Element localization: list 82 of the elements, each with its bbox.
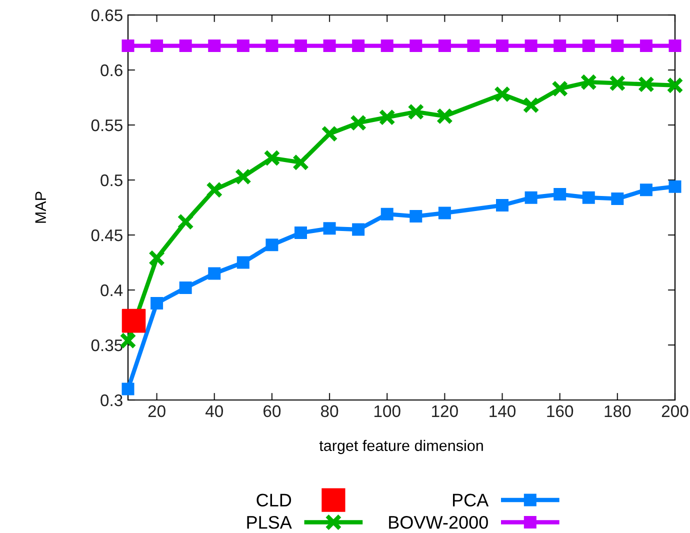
point	[496, 40, 509, 52]
x-tick-label: 40	[205, 405, 223, 418]
point	[408, 103, 424, 120]
point	[580, 74, 597, 90]
point	[522, 96, 540, 114]
point	[294, 226, 307, 240]
point	[236, 40, 250, 52]
y-tick-label: 0.35	[91, 339, 122, 352]
point	[611, 40, 624, 52]
point	[150, 40, 164, 52]
legend-label: BOVW-2000	[389, 516, 488, 529]
y-tick-label: 0.3	[100, 394, 122, 406]
point	[582, 40, 595, 52]
legend-label: CLD	[256, 494, 292, 507]
point	[206, 182, 223, 198]
point	[294, 40, 307, 52]
y-tick-label: 0.45	[91, 229, 122, 242]
point	[292, 154, 310, 171]
x-tick-label: 80	[320, 405, 338, 418]
point	[264, 150, 280, 166]
x-tick-label: 180	[604, 405, 631, 418]
point	[668, 180, 682, 193]
point	[266, 238, 278, 252]
point	[436, 108, 454, 125]
y-tick-label: 0.4	[100, 284, 123, 296]
point	[609, 74, 626, 92]
point	[352, 40, 365, 52]
point	[554, 188, 566, 201]
point	[122, 308, 146, 333]
point	[122, 40, 134, 52]
point	[666, 77, 684, 94]
y-tick-label: 0.6	[100, 64, 122, 76]
y-tick-label: 0.5	[100, 174, 122, 186]
point	[266, 40, 278, 52]
point	[380, 208, 394, 220]
x-tick-label: 140	[490, 405, 516, 418]
point	[236, 256, 250, 269]
point	[122, 382, 134, 396]
y-tick-label: 0.65	[91, 9, 122, 22]
point	[582, 191, 595, 204]
point	[179, 282, 192, 294]
point	[494, 86, 511, 103]
x-tick-label: 100	[374, 405, 400, 418]
point	[638, 76, 655, 93]
point	[208, 40, 221, 52]
point	[150, 296, 164, 310]
point	[378, 108, 396, 126]
point	[179, 40, 192, 52]
point	[410, 40, 422, 52]
x-tick-label: 60	[264, 405, 281, 418]
point	[380, 40, 394, 52]
point	[438, 206, 451, 220]
point	[323, 40, 336, 52]
point	[524, 40, 538, 52]
point	[640, 40, 652, 52]
point	[323, 222, 336, 235]
x-tick-label: 120	[432, 405, 458, 418]
point	[208, 267, 221, 280]
point	[554, 40, 566, 52]
point	[177, 213, 194, 230]
point	[438, 40, 451, 52]
x-axis-title: target feature dimension	[319, 440, 483, 454]
point	[234, 168, 252, 186]
point	[496, 199, 509, 212]
x-tick-label: 160	[547, 405, 574, 418]
point	[410, 210, 422, 223]
point	[148, 250, 166, 266]
y-tick-label: 0.55	[91, 119, 122, 132]
point	[640, 184, 652, 196]
point	[668, 40, 682, 52]
point	[467, 40, 480, 52]
point	[321, 125, 338, 142]
point	[350, 114, 367, 132]
legend-label: PCA	[453, 494, 489, 507]
x-tick-label: 20	[148, 405, 166, 418]
point	[552, 80, 568, 98]
point	[524, 191, 538, 204]
point	[352, 223, 365, 236]
legend-label: PLSA	[247, 516, 292, 529]
y-axis-title: MAP	[35, 192, 46, 223]
x-tick-label: 200	[662, 405, 688, 418]
point	[611, 192, 624, 205]
